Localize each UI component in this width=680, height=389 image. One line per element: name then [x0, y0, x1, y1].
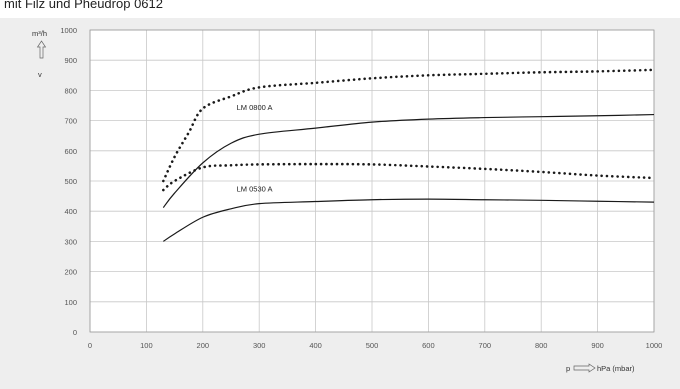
annotation-label: LM 0530 A [237, 185, 273, 194]
y-axis-up-arrow-icon [36, 40, 47, 59]
y-axis-label: m³/h [32, 29, 47, 38]
x-axis-prefix: p [566, 364, 570, 373]
series-line-3 [162, 162, 656, 192]
y-tick-label: 600 [64, 147, 77, 156]
y-tick-label: 200 [64, 268, 77, 277]
y-tick-label: 100 [64, 298, 77, 307]
chart-caption: mit Filz und Pheudrop 0612 [4, 0, 163, 11]
x-tick-label: 0 [88, 341, 92, 350]
y-tick-label: 800 [64, 86, 77, 95]
x-axis-label: hPa (mbar) [597, 364, 635, 373]
y-tick-label: 300 [64, 237, 77, 246]
y-tick-label: 0 [73, 328, 77, 337]
x-axis-right-arrow-icon [573, 363, 596, 373]
x-tick-labels: 0 100 200 300 400 500 600 700 800 900 1000 [88, 341, 662, 350]
x-tick-label: 700 [479, 341, 492, 350]
y-tick-label: 700 [64, 117, 77, 126]
x-tick-label: 1000 [646, 341, 663, 350]
series-line-0 [162, 113, 655, 208]
y-tick-label: 500 [64, 177, 77, 186]
y-tick-label: 1000 [60, 26, 77, 35]
y-tick-label: 400 [64, 207, 77, 216]
x-tick-label: 100 [140, 341, 153, 350]
x-tick-label: 300 [253, 341, 266, 350]
y-tick-labels: 0 100 200 300 400 500 600 700 800 900 1000 [60, 26, 77, 337]
grid [89, 29, 655, 333]
x-tick-label: 200 [197, 341, 210, 350]
x-tick-label: 800 [535, 341, 548, 350]
x-tick-label: 500 [366, 341, 379, 350]
x-tick-label: 600 [422, 341, 435, 350]
annotations: LM 0800 A LM 0530 A [237, 103, 273, 194]
series-line-2 [162, 198, 655, 242]
series-group [162, 68, 656, 242]
x-tick-label: 400 [309, 341, 322, 350]
plot-border [89, 29, 655, 333]
annotation-label: LM 0800 A [237, 103, 273, 112]
y-tick-label: 900 [64, 56, 77, 65]
y-axis-arrow-note: v [38, 70, 42, 79]
x-tick-label: 900 [591, 341, 604, 350]
